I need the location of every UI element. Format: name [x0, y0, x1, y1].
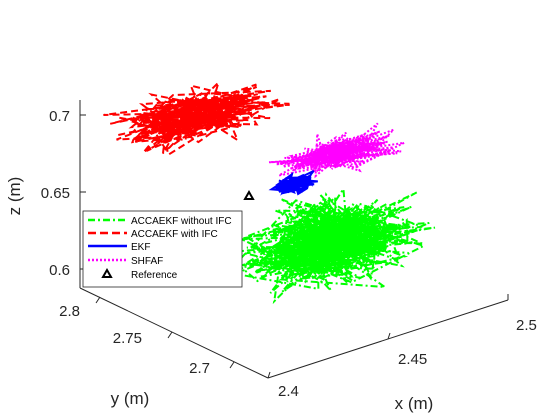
y-tick-mark [95, 296, 101, 304]
legend-label: ACCAEKF with IFC [131, 229, 218, 240]
legend-label: ACCAEKF without IFC [131, 216, 232, 227]
legend: ACCAEKF without IFC ACCAEKF with IFC EKF… [82, 210, 243, 288]
data-traces [103, 81, 436, 305]
y-tick-mark [167, 331, 173, 339]
y-axis-label: y (m) [111, 389, 150, 408]
trace-accaekf-without-ifc [231, 186, 436, 305]
x-tick-mark [387, 332, 391, 340]
legend-label: Reference [131, 270, 178, 281]
legend-swatch-reference [101, 267, 113, 278]
z-tick-label: 0.65 [41, 185, 70, 202]
y-tick-mark [229, 361, 235, 369]
x-tick-label: 2.45 [398, 351, 427, 368]
z-tick-label: 0.6 [49, 262, 70, 279]
reference-marker [243, 189, 255, 200]
legend-label: SHFAF [131, 256, 163, 267]
z-axis-label: z (m) [5, 177, 24, 216]
trace-accaekf-with-ifc [103, 81, 290, 157]
y-tick-label: 2.7 [189, 360, 210, 377]
z-tick-label: 0.7 [49, 108, 70, 125]
x-tick-label: 2.4 [278, 383, 299, 400]
y-tick-label: 2.8 [59, 303, 80, 320]
trace-shfaf [268, 122, 405, 179]
legend-label: EKF [131, 242, 150, 253]
x-tick-label: 2.5 [516, 317, 537, 334]
x-axis-label: x (m) [395, 394, 434, 413]
trace-ekf [268, 170, 318, 196]
axes-frame [79, 100, 509, 379]
y-tick-label: 2.75 [113, 330, 142, 347]
x-tick-mark [267, 371, 271, 379]
y-axis-line [79, 287, 269, 379]
